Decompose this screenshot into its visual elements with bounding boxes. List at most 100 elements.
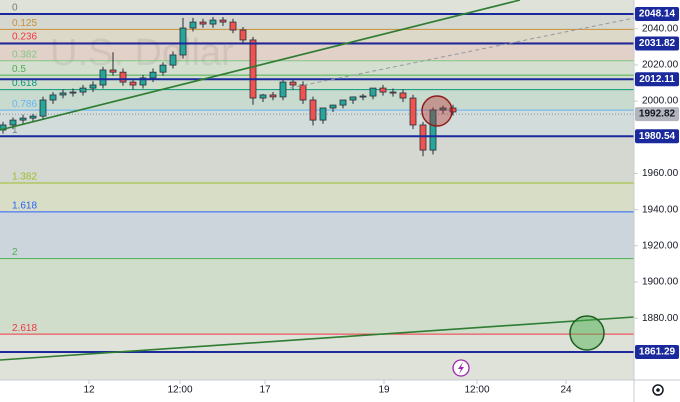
candle-body [319, 107, 327, 121]
x-tick-label: 24 [560, 385, 572, 396]
fib-band [0, 110, 634, 137]
candle-body [419, 124, 427, 151]
candle-body [119, 71, 127, 83]
candle-body [239, 29, 247, 41]
x-axis-area [0, 380, 680, 402]
candle-body [169, 54, 177, 66]
fib-label: 1.618 [12, 201, 37, 212]
y-tick-label: 2000.00 [642, 96, 679, 107]
fib-band [0, 183, 634, 212]
candle-body [389, 91, 397, 94]
candle-body [359, 95, 367, 98]
settings-gear[interactable] [652, 384, 664, 396]
x-tick-label: 12 [83, 385, 95, 396]
candle-body [49, 94, 57, 101]
candle-body [79, 87, 87, 93]
price-label: 2048.14 [639, 9, 676, 20]
price-label: 2031.82 [639, 38, 676, 49]
candle-body [129, 81, 137, 86]
candle-body [179, 27, 187, 56]
candle-body [269, 94, 277, 98]
fib-label: 0 [12, 3, 18, 14]
candle-body [399, 92, 407, 99]
fib-label: 0.236 [12, 32, 37, 43]
x-tick-label: 19 [378, 385, 390, 396]
price-label-box [635, 129, 679, 144]
candle-body [59, 92, 67, 96]
fib-band [0, 89, 634, 111]
candle-body [249, 39, 257, 99]
fib-band [0, 60, 634, 76]
fib-label: 0.5 [12, 64, 26, 75]
y-tick-label: 2040.00 [642, 23, 679, 34]
candle-body [89, 84, 97, 89]
candle-body [429, 109, 437, 151]
fib-band [0, 258, 634, 335]
price-label-box [635, 344, 679, 359]
fib-label: 1.382 [12, 172, 37, 183]
candle-body [139, 77, 147, 86]
candle-body [439, 107, 447, 111]
x-tick-label: 12:00 [167, 385, 192, 396]
fib-label: 0.786 [12, 99, 37, 110]
fib-label: 0.382 [12, 49, 37, 60]
candle-body [99, 69, 107, 86]
candle-body [189, 21, 197, 29]
x-tick-label: 12:00 [464, 385, 489, 396]
fib-label: 0.125 [12, 18, 37, 29]
candle-body [19, 117, 27, 121]
candle-body [299, 84, 307, 101]
price-label: 1980.54 [639, 131, 676, 142]
candle-body [219, 19, 227, 23]
price-label-box [635, 7, 679, 22]
y-tick-label: 1900.00 [642, 277, 679, 288]
price-label: 2012.11 [639, 74, 675, 85]
candle-body [309, 99, 317, 121]
candle-body [449, 107, 457, 113]
x-tick-label: 17 [259, 385, 271, 396]
fib-label: 2.618 [12, 323, 37, 334]
lightning-icon[interactable] [452, 359, 470, 377]
candle-body [329, 104, 337, 109]
y-tick-label: 1960.00 [642, 168, 679, 179]
marker-circle [421, 95, 453, 127]
plot-background [0, 0, 634, 380]
current-price-box [635, 107, 679, 122]
candle-body [289, 81, 297, 86]
candle-body [69, 91, 77, 94]
current-price-label: 1992.82 [639, 109, 676, 120]
candle-body [209, 19, 217, 25]
candle-body [39, 99, 47, 117]
y-axis-area [634, 0, 680, 380]
y-tick-label: 2020.00 [642, 60, 679, 71]
candle-body [149, 71, 157, 79]
candle-body [29, 115, 37, 119]
candle-body [349, 96, 357, 101]
fib-label: 2 [12, 247, 18, 258]
fib-band [0, 14, 634, 30]
candle-body [379, 87, 387, 93]
y-tick-label: 1940.00 [642, 204, 679, 215]
fib-band [0, 136, 634, 184]
candle-body [259, 94, 267, 99]
candle-body [109, 69, 117, 73]
trend-line [0, 316, 635, 361]
candle-body [9, 119, 17, 126]
candle-body [199, 21, 207, 25]
price-label-box [635, 36, 679, 51]
candle-body [229, 21, 237, 31]
marker-circle [569, 315, 605, 351]
candle-body [159, 64, 167, 73]
price-label-box [635, 72, 679, 87]
price-label: 1861.29 [639, 347, 676, 358]
fib-band [0, 42, 634, 61]
fib-band [0, 211, 634, 259]
trend-line [0, 0, 521, 131]
fib-label: 0.618 [12, 78, 37, 89]
candle-body [369, 87, 377, 97]
y-tick-label: 1880.00 [642, 313, 679, 324]
candle-body [279, 81, 287, 98]
watermark: U.S. Dollar [50, 32, 234, 74]
candle-body [339, 99, 347, 106]
